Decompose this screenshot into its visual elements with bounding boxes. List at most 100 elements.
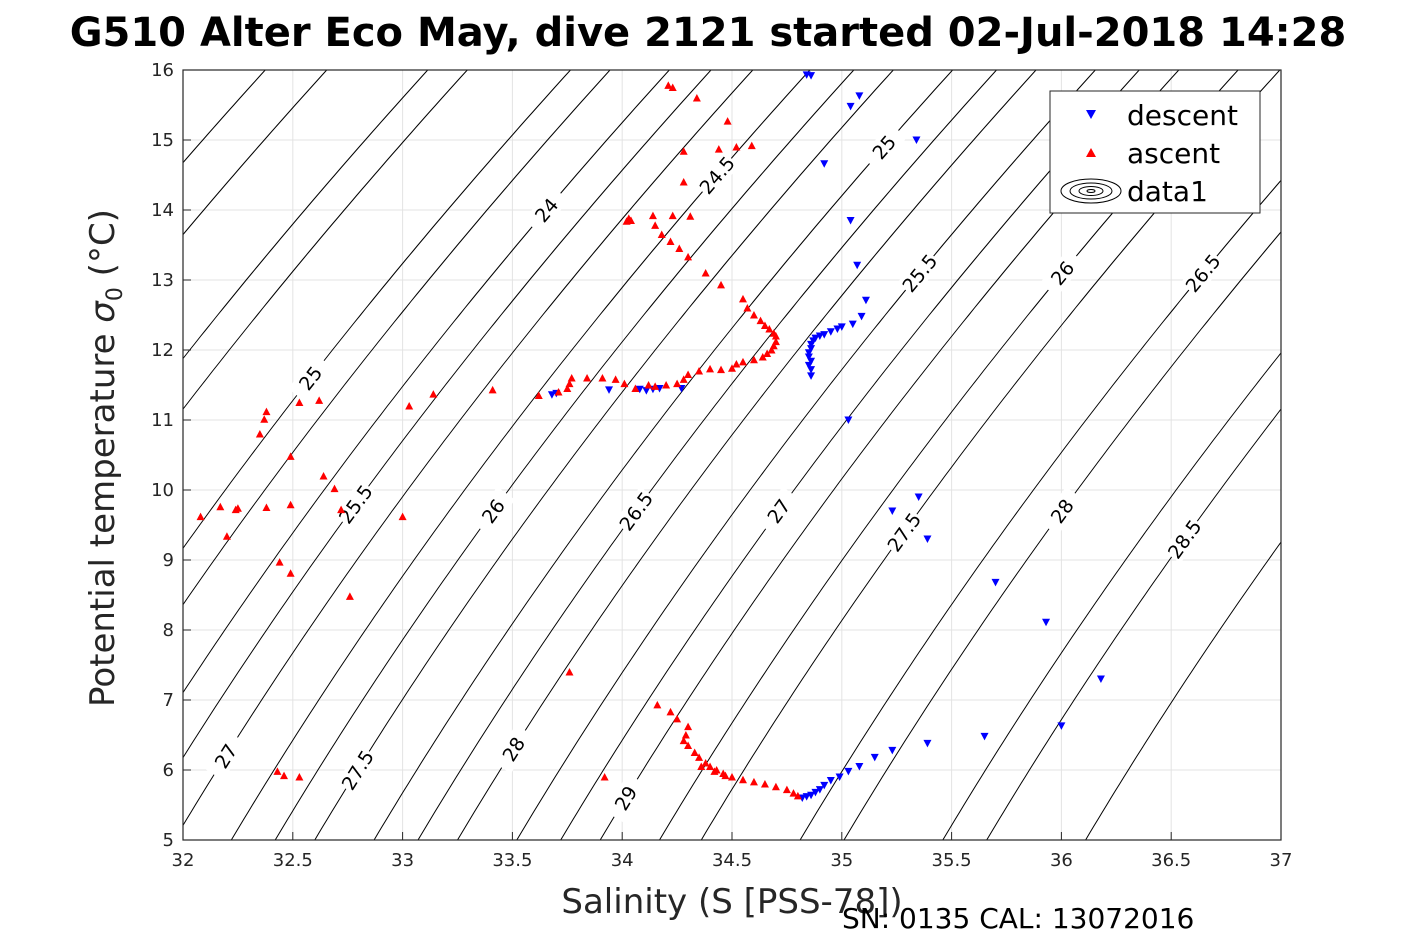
ascent-point [662, 381, 671, 389]
ascent-point [429, 390, 438, 398]
ascent-point [563, 384, 572, 392]
ascent-point [260, 415, 269, 423]
descent-point [837, 323, 846, 331]
legend-ascent-label: ascent [1127, 137, 1220, 170]
legend-descent-label: descent [1127, 99, 1238, 132]
density-contour-line [183, 70, 429, 360]
descent-point [914, 493, 923, 501]
density-contour-line [1085, 541, 1281, 840]
legend-data1-label: data1 [1127, 175, 1208, 208]
descent-point [635, 385, 644, 394]
x-tick-label: 34.5 [712, 850, 752, 871]
ascent-point [273, 767, 282, 775]
contour-label-background [861, 123, 907, 171]
ascent-point [686, 212, 695, 220]
descent-point [642, 387, 651, 395]
ascent-point [714, 145, 723, 153]
ascent-point [728, 364, 736, 372]
ascent-point [743, 304, 752, 312]
density-contour-line [560, 70, 1140, 840]
legend: descent ascent data1 [1049, 90, 1261, 214]
ascent-point [534, 391, 543, 399]
ascent-point [196, 512, 205, 521]
ascent-point [701, 759, 710, 767]
descent-point [923, 739, 932, 748]
y-tick-label: 12 [151, 340, 174, 361]
contour-label-background [523, 186, 569, 234]
ascent-point [666, 237, 675, 245]
y-tick-label: 5 [163, 830, 174, 851]
ascent-point [771, 782, 780, 791]
descent-point [855, 763, 864, 771]
descent-point [844, 416, 853, 424]
ascent-point [721, 771, 730, 780]
density-contour-line [230, 70, 811, 840]
legend-box [1049, 90, 1261, 214]
ascent-point [405, 402, 414, 410]
ascent-point [749, 311, 758, 319]
ascent-point [319, 472, 328, 480]
ascent-point [749, 355, 758, 364]
y-tick-label: 9 [163, 550, 174, 571]
y-axis-label: Potential temperature σ0 (°C) [83, 209, 128, 707]
ascent-point [280, 771, 289, 780]
ascent-point [684, 252, 693, 261]
ascent-point [668, 211, 677, 220]
ascent-point [767, 346, 776, 354]
density-contour-line [183, 70, 754, 827]
descent-point [815, 332, 824, 340]
descent-point [888, 507, 897, 515]
contour-label-background [604, 773, 647, 823]
ascent-point [622, 217, 631, 225]
ascent-point [706, 762, 715, 770]
descent-point [855, 92, 864, 100]
x-tick-label: 32 [172, 850, 195, 871]
ascent-point [651, 221, 660, 229]
serial-calibration-note: SN: 0135 CAL: 13072016 [842, 902, 1194, 935]
ascent-point [697, 762, 706, 770]
ascent-point [295, 773, 304, 781]
ascent-point [554, 388, 563, 396]
legend-descent-marker [1086, 110, 1096, 119]
ascent-point [681, 731, 690, 739]
ascent-point [728, 773, 736, 781]
ascent-point [706, 364, 715, 373]
descent-point [857, 312, 866, 321]
density-contour-line [183, 70, 468, 410]
y-axis-label-subscript: 0 [103, 287, 128, 301]
y-tick-label: 15 [151, 130, 174, 151]
ascent-point [664, 81, 673, 89]
ascent-point [684, 370, 693, 378]
ascent-point [747, 141, 756, 150]
ascent-point [738, 775, 747, 784]
ascent-point [732, 360, 741, 368]
descent-point [1042, 618, 1051, 627]
descent-point [1057, 722, 1066, 730]
density-contour-line [942, 352, 1281, 840]
contour-label-background [694, 151, 740, 199]
ascent-point [679, 147, 688, 155]
ascent-point [286, 500, 295, 509]
ascent-point [738, 357, 747, 366]
x-tick-label: 35.5 [932, 850, 972, 871]
density-contour-line [183, 70, 712, 759]
descent-point [547, 391, 556, 399]
descent-point [923, 535, 932, 543]
ascent-point [789, 789, 798, 797]
density-contour-line [314, 70, 894, 840]
descent-point [991, 578, 1000, 587]
ascent-point [611, 375, 620, 383]
descent-point [888, 746, 897, 755]
ascent-point [760, 321, 769, 329]
x-tick-label: 33 [391, 850, 414, 871]
descent-point [655, 385, 664, 393]
ascent-point [723, 117, 732, 125]
ascent-point [262, 407, 271, 416]
contour-label-background [336, 745, 379, 795]
ascent-point [488, 385, 497, 394]
descent-point [835, 773, 844, 781]
ascent-point [701, 269, 710, 277]
ascent-point [695, 367, 704, 375]
data-points [196, 71, 1105, 802]
ascent-point [222, 532, 231, 540]
